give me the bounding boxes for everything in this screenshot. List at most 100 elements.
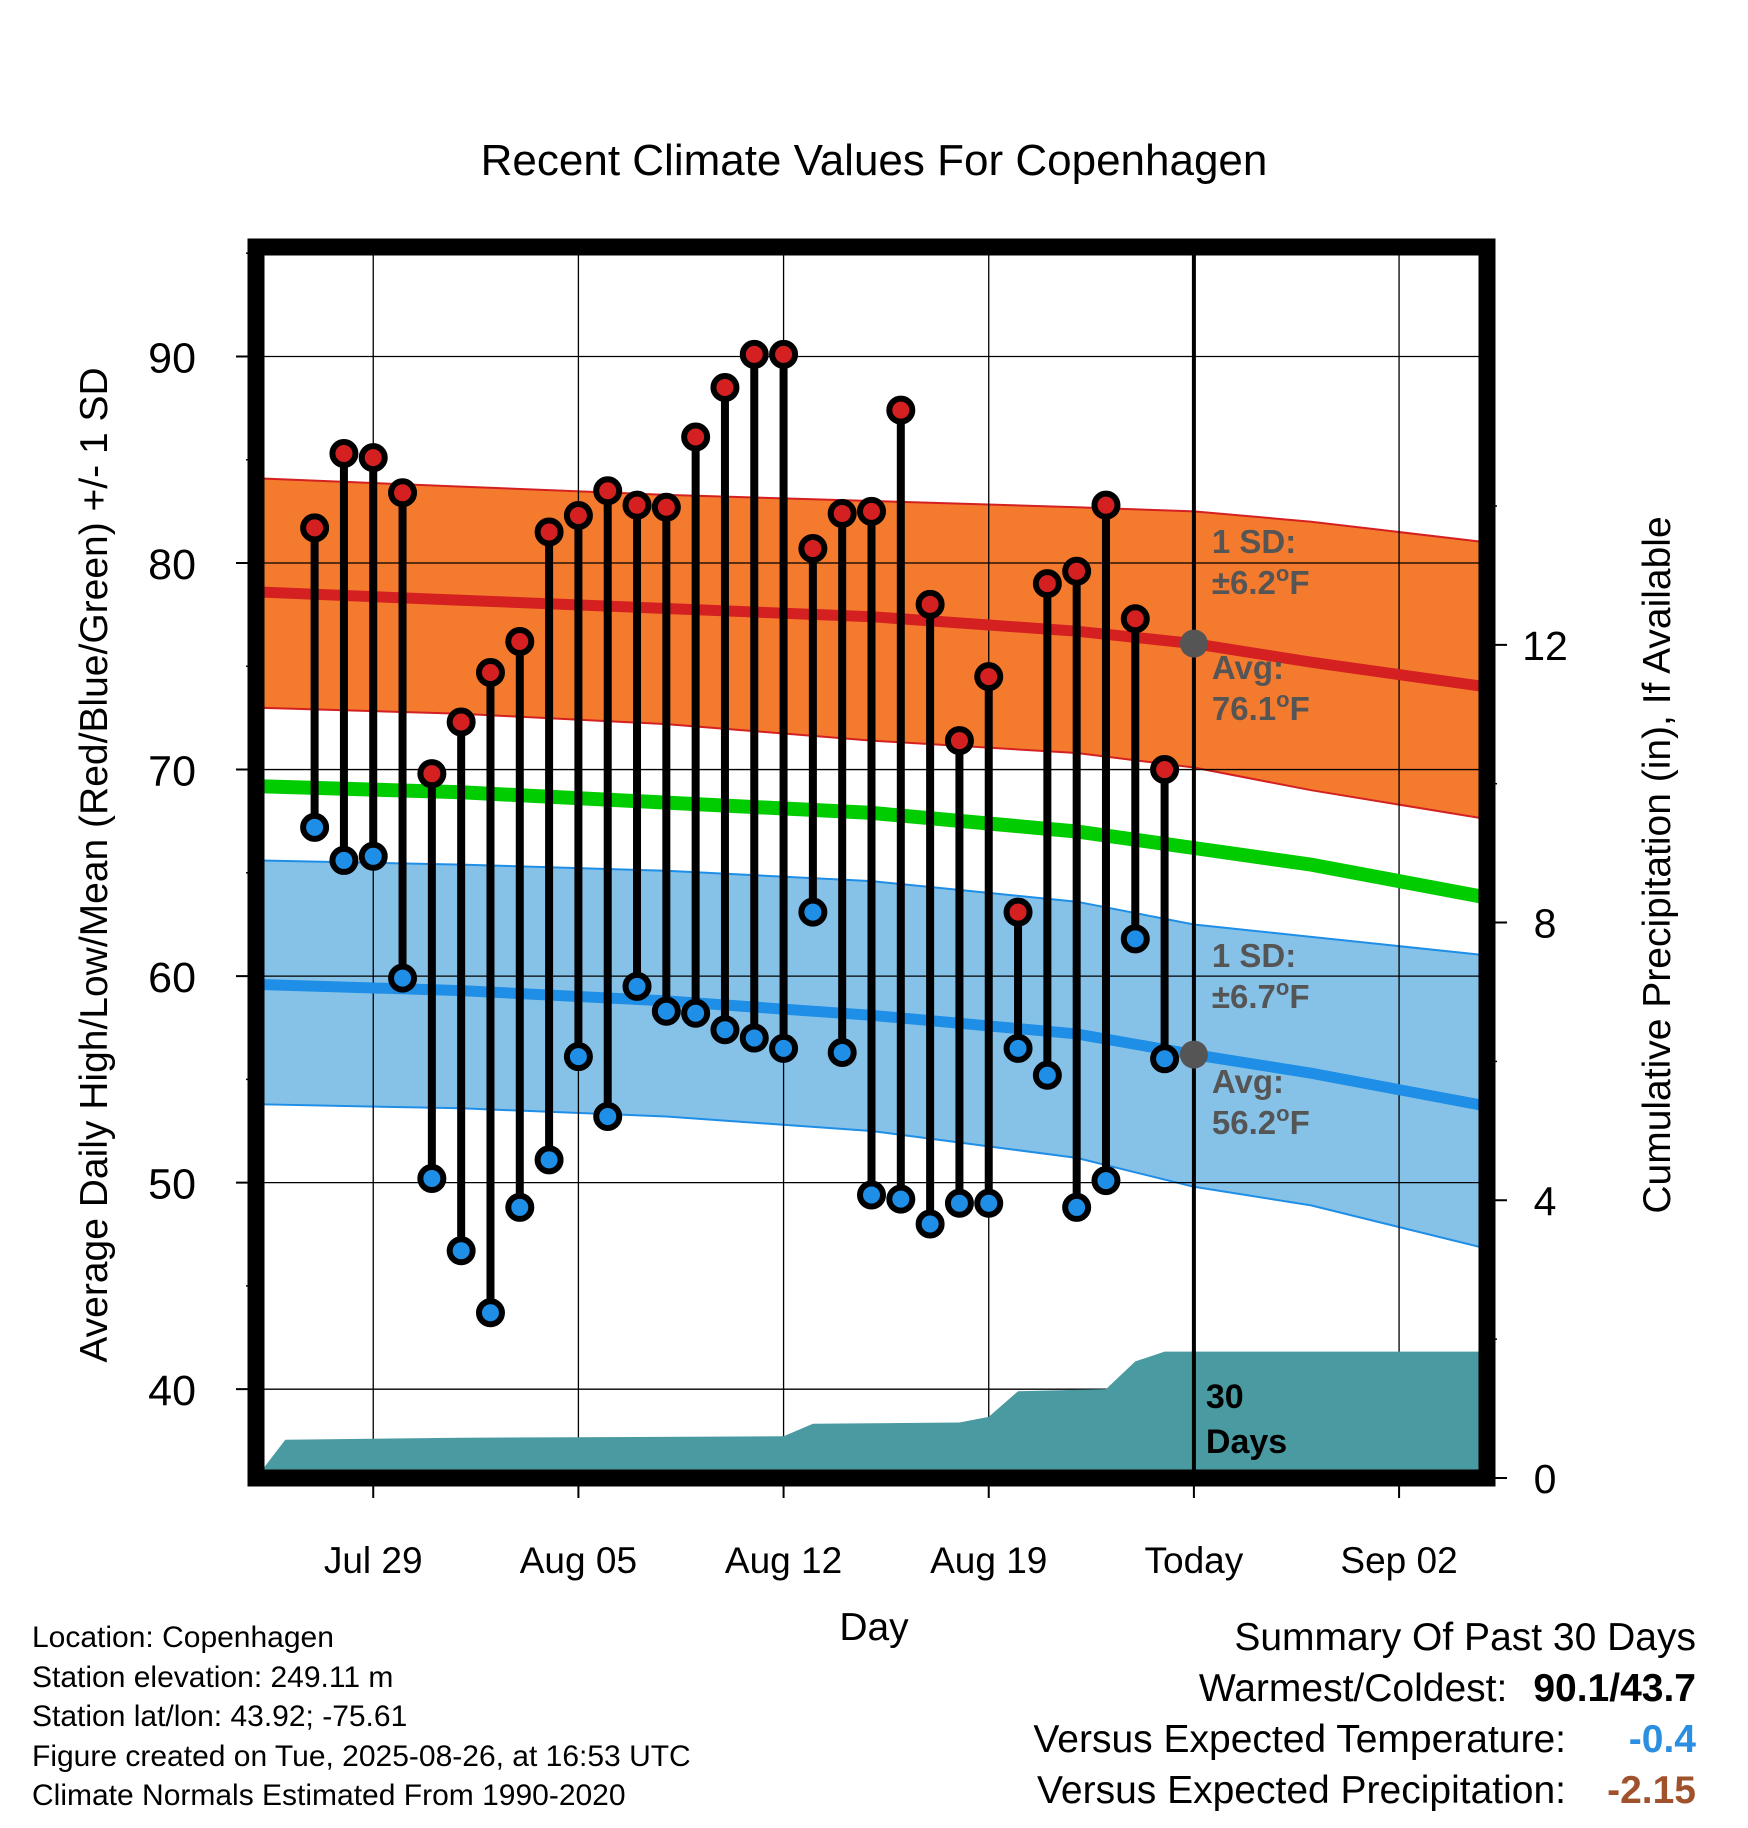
daily-high-point: [915, 589, 945, 619]
low-sd-value: ±6.7oF: [1212, 975, 1310, 1015]
y-tick-label: 60: [148, 954, 196, 1002]
summary-panel: Summary Of Past 30 Days Warmest/Coldest:…: [1033, 1612, 1696, 1816]
daily-high-point: [534, 517, 564, 547]
daily-high-point: [769, 339, 799, 369]
daily-low-point: [974, 1188, 1004, 1218]
y-axis-title: Average Daily High/Low/Mean (Red/Blue/Gr…: [73, 367, 116, 1362]
daily-low-point: [827, 1038, 857, 1068]
daily-low-point: [1150, 1044, 1180, 1074]
daily-high-point: [1091, 490, 1121, 520]
daily-high-point: [1003, 897, 1033, 927]
daily-low-point: [622, 971, 652, 1001]
summary-warm-cold: Warmest/Coldest: 90.1/43.7: [1033, 1663, 1696, 1714]
daily-low-point: [857, 1180, 886, 1210]
y2-tick-label: 12: [1522, 623, 1568, 669]
daily-low-point: [710, 1015, 740, 1045]
plot-area: 40 50 60 70 80 90 0 4 8 12 Jul 29 Aug 05 Aug 12 Aug 1…: [148, 238, 1568, 1581]
daily-high-point: [798, 534, 828, 564]
daily-low-point: [1120, 924, 1150, 954]
y-tick-label: 90: [148, 334, 196, 382]
daily-high-point: [505, 626, 535, 656]
temp-anomaly-value: -0.4: [1628, 1718, 1696, 1761]
y-tick-label: 80: [148, 541, 196, 589]
station-latlon: Station lat/lon: 43.92; -75.61: [32, 1700, 408, 1733]
y-tick-label: 40: [148, 1367, 196, 1415]
high-avg-value: 76.1oF: [1212, 687, 1310, 727]
today-high-normal-marker: [1179, 629, 1208, 658]
low-normal-line: [255, 978, 1489, 1112]
daily-high-point: [827, 498, 857, 528]
low-avg-value: 56.2oF: [1212, 1101, 1310, 1141]
y2-tick-label: 4: [1534, 1178, 1557, 1224]
y2-tick-label: 0: [1534, 1456, 1557, 1502]
warm-cold-label: Warmest/Coldest:: [1198, 1667, 1508, 1710]
daily-high-point: [593, 476, 623, 506]
today-low-normal-marker: [1179, 1040, 1208, 1069]
daily-high-point: [974, 662, 1004, 692]
summary-precipitation: Versus Expected Precipitation: -2.15: [1033, 1765, 1696, 1816]
daily-high-point: [563, 501, 593, 531]
x-tick-label: Today: [1145, 1540, 1244, 1581]
daily-high-point: [300, 513, 330, 543]
daily-low-point: [329, 845, 359, 875]
daily-high-point: [446, 707, 476, 737]
temp-anomaly-label: Versus Expected Temperature:: [1033, 1718, 1566, 1761]
precip-area: [256, 1351, 1487, 1478]
days-count-word: Days: [1206, 1423, 1287, 1461]
y2-axis-title: Cumulative Precipitation (in), If Availa…: [1636, 516, 1679, 1213]
daily-low-point: [475, 1298, 505, 1328]
climate-normals-period: Climate Normals Estimated From 1990-2020: [32, 1779, 626, 1812]
x-tick-label: Sep 02: [1340, 1540, 1457, 1581]
daily-low-point: [358, 841, 388, 871]
daily-high-point: [651, 492, 681, 522]
daily-low-point: [739, 1023, 769, 1053]
daily-high-point: [1032, 569, 1062, 599]
daily-low-point: [300, 812, 330, 842]
daily-high-point: [622, 490, 652, 520]
daily-high-point: [739, 339, 769, 369]
daily-high-point: [886, 395, 916, 425]
daily-high-point: [1150, 755, 1180, 785]
daily-low-point: [593, 1102, 623, 1132]
precip-anomaly-label: Versus Expected Precipitation:: [1037, 1769, 1566, 1812]
x-tick-label: Jul 29: [324, 1540, 423, 1581]
daily-high-point: [1120, 604, 1150, 634]
y-tick-label: 70: [148, 748, 196, 796]
daily-low-point: [681, 998, 711, 1028]
y2-tick-label: 8: [1534, 901, 1557, 947]
daily-low-point: [915, 1209, 945, 1239]
daily-low-point: [534, 1145, 564, 1175]
daily-low-point: [944, 1188, 974, 1218]
daily-high-point: [475, 657, 505, 687]
daily-low-point: [388, 963, 418, 993]
daily-high-point: [1062, 556, 1092, 586]
high-sd-value: ±6.2oF: [1212, 561, 1310, 601]
high-sd-label: 1 SD:: [1212, 523, 1296, 560]
daily-low-point: [1003, 1033, 1033, 1063]
daily-high-point: [681, 422, 711, 452]
daily-low-point: [1062, 1192, 1092, 1222]
daily-low-point: [651, 996, 681, 1026]
high-normal-line: [255, 586, 1488, 693]
daily-high-point: [710, 372, 740, 402]
daily-low-point: [798, 897, 828, 927]
high-avg-label: Avg:: [1212, 649, 1284, 686]
chart-title: Recent Climate Values For Copenhagen: [481, 136, 1268, 185]
x-tick-label: Aug 05: [520, 1540, 637, 1581]
summary-temperature: Versus Expected Temperature: -0.4: [1033, 1714, 1696, 1765]
warm-cold-value: 90.1/43.7: [1533, 1667, 1696, 1710]
daily-high-point: [944, 726, 974, 756]
daily-low-point: [417, 1164, 447, 1194]
daily-low-point: [1091, 1166, 1121, 1196]
daily-high-point: [388, 478, 418, 508]
daily-high-point: [417, 759, 447, 789]
y-tick-label: 50: [148, 1161, 196, 1209]
daily-high-point: [857, 496, 886, 526]
figure-created: Figure created on Tue, 2025-08-26, at 16…: [32, 1739, 691, 1773]
plot-frame: [247, 238, 1496, 1487]
daily-low-point: [505, 1192, 535, 1222]
summary-title: Summary Of Past 30 Days: [1234, 1616, 1696, 1659]
low-avg-label: Avg:: [1212, 1063, 1284, 1100]
station-elevation: Station elevation: 249.11 m: [32, 1660, 394, 1694]
